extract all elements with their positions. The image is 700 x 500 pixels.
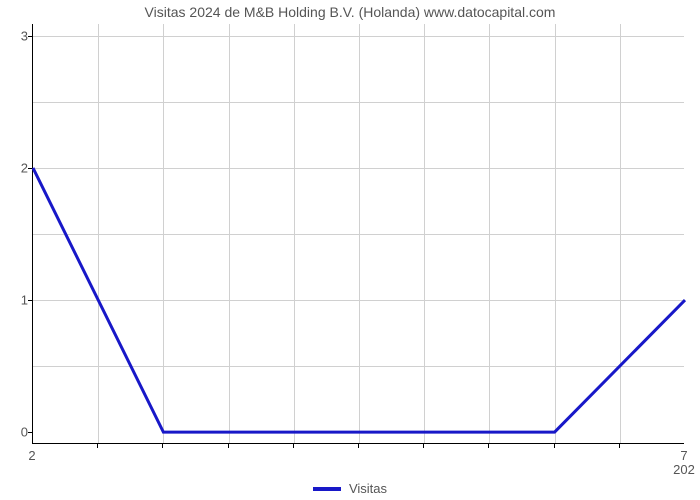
- x-minor-tick: [488, 444, 489, 448]
- y-tick-mark: [28, 300, 32, 301]
- x-minor-tick: [619, 444, 620, 448]
- chart-title: Visitas 2024 de M&B Holding B.V. (Holand…: [0, 4, 700, 20]
- y-tick-label: 3: [8, 28, 28, 43]
- legend-label: Visitas: [349, 481, 387, 496]
- x-minor-tick: [554, 444, 555, 448]
- x-tick-label: 2: [28, 448, 35, 463]
- y-tick-label: 2: [8, 160, 28, 175]
- x-minor-tick: [358, 444, 359, 448]
- y-tick-label: 0: [8, 425, 28, 440]
- x-minor-tick: [162, 444, 163, 448]
- x-minor-tick: [293, 444, 294, 448]
- x-minor-tick: [97, 444, 98, 448]
- y-tick-mark: [28, 36, 32, 37]
- visitas-line: [33, 168, 685, 432]
- line-series-layer: [33, 24, 684, 443]
- y-tick-label: 1: [8, 293, 28, 308]
- chart-container: Visitas 2024 de M&B Holding B.V. (Holand…: [0, 0, 700, 500]
- y-tick-mark: [28, 432, 32, 433]
- legend: Visitas: [0, 481, 700, 496]
- plot-area: [32, 24, 684, 444]
- x-minor-tick: [423, 444, 424, 448]
- x-minor-tick: [228, 444, 229, 448]
- legend-swatch: [313, 487, 341, 491]
- x-tick-label: 7: [680, 448, 687, 463]
- x-sub-label: 202: [673, 462, 695, 477]
- y-tick-mark: [28, 168, 32, 169]
